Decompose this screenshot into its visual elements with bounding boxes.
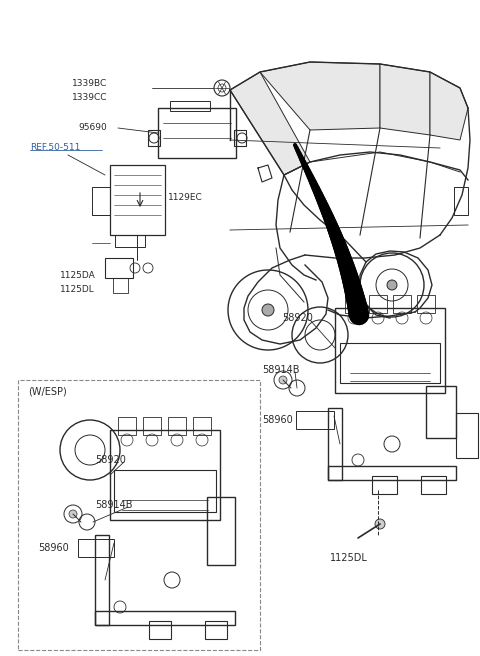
Bar (158, 108, 236, 158)
Bar (193, 417, 211, 435)
Circle shape (387, 280, 397, 290)
Bar (296, 411, 334, 429)
Bar (148, 130, 160, 146)
Bar (393, 295, 411, 313)
Text: 1339CC: 1339CC (72, 92, 108, 102)
Text: 95690: 95690 (78, 123, 107, 133)
Bar (95, 535, 109, 625)
Text: (W/ESP): (W/ESP) (28, 387, 67, 397)
Bar (170, 101, 210, 111)
Text: 58960: 58960 (262, 415, 293, 425)
Bar (110, 430, 220, 520)
Bar (328, 466, 456, 480)
Polygon shape (230, 72, 310, 175)
Text: 1125DA: 1125DA (60, 270, 96, 279)
Bar (207, 497, 235, 565)
Bar (340, 343, 440, 383)
Circle shape (262, 304, 274, 316)
Text: 1129EC: 1129EC (168, 194, 203, 203)
Text: REF.50-511: REF.50-511 (30, 144, 80, 152)
Polygon shape (260, 62, 380, 130)
Bar (110, 165, 165, 235)
Bar (92, 187, 110, 215)
Text: 1339BC: 1339BC (72, 79, 107, 87)
Bar (335, 308, 445, 393)
Bar (118, 417, 136, 435)
Bar (234, 130, 246, 146)
Circle shape (279, 376, 287, 384)
Text: 1125DL: 1125DL (60, 285, 95, 295)
Bar (421, 476, 446, 494)
Bar (328, 408, 342, 480)
Polygon shape (380, 64, 430, 135)
Bar (417, 295, 435, 313)
Bar (95, 611, 235, 625)
Text: 58920: 58920 (282, 313, 313, 323)
Bar (115, 235, 145, 247)
Bar (168, 417, 186, 435)
Bar (149, 621, 171, 639)
Bar (114, 470, 216, 512)
Circle shape (375, 519, 385, 529)
Circle shape (69, 510, 77, 518)
Bar (345, 295, 363, 313)
Bar (113, 278, 128, 293)
Bar (18, 380, 260, 650)
Polygon shape (430, 72, 468, 140)
Text: 1125DL: 1125DL (330, 553, 368, 563)
Text: 58960: 58960 (38, 543, 69, 553)
Text: 58914B: 58914B (262, 365, 300, 375)
Bar (369, 295, 387, 313)
Bar (454, 187, 468, 215)
Bar (78, 539, 114, 557)
Bar (372, 476, 397, 494)
Text: 58920: 58920 (95, 455, 126, 465)
Bar (456, 413, 478, 458)
Bar (105, 258, 133, 278)
Text: 58914B: 58914B (95, 500, 132, 510)
Bar (205, 621, 227, 639)
Bar (426, 386, 456, 438)
Bar (143, 417, 161, 435)
